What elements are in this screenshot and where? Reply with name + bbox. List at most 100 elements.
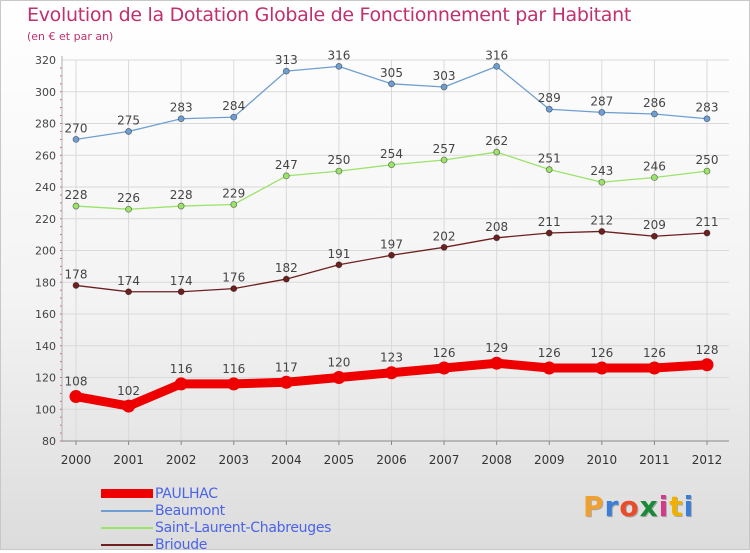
- data-point-brioude: [545, 229, 553, 237]
- y-tick-label: 280: [35, 118, 56, 131]
- data-point-beaumont: [230, 113, 238, 121]
- data-point-paulhac: [279, 375, 293, 389]
- data-label-beaumont: 289: [538, 91, 561, 105]
- data-label-paulhac: 126: [538, 346, 561, 360]
- y-tick-label: 240: [35, 181, 56, 194]
- data-label-beaumont: 284: [222, 99, 245, 113]
- x-tick-label: 2002: [166, 453, 197, 467]
- axes: [60, 56, 729, 445]
- logo-letter: i: [683, 490, 695, 523]
- data-label-brioude: 176: [222, 271, 245, 285]
- data-label-paulhac: 126: [590, 346, 613, 360]
- data-point-brioude: [598, 228, 606, 235]
- logo-letter: t: [669, 490, 684, 523]
- data-label-beaumont: 275: [117, 113, 140, 127]
- proxiti-logo: Proxiti: [583, 490, 694, 523]
- data-label-beaumont: 283: [696, 101, 719, 115]
- data-label-saint-laurent-chabreuges: 228: [170, 188, 193, 202]
- data-point-saint-laurent-chabreuges: [125, 205, 132, 213]
- data-label-paulhac: 126: [643, 346, 666, 360]
- data-label-brioude: 182: [275, 261, 298, 275]
- data-point-brioude: [335, 261, 343, 269]
- data-point-saint-laurent-chabreuges: [493, 148, 501, 156]
- data-point-brioude: [651, 232, 658, 240]
- x-tick-label: 2011: [639, 453, 670, 467]
- data-label-brioude: 211: [696, 215, 719, 229]
- data-point-paulhac: [647, 361, 661, 375]
- x-tick-label: 2001: [113, 453, 144, 467]
- data-label-brioude: 211: [538, 215, 561, 229]
- legend-label-brioude: Brioude: [155, 536, 208, 553]
- data-point-beaumont: [72, 135, 80, 143]
- data-label-paulhac: 108: [65, 375, 88, 389]
- data-point-saint-laurent-chabreuges: [230, 201, 238, 208]
- data-label-paulhac: 116: [170, 362, 193, 376]
- data-label-paulhac: 126: [433, 346, 456, 360]
- data-point-beaumont: [440, 83, 448, 91]
- legend-label-beaumont: Beaumont: [155, 502, 225, 519]
- data-label-brioude: 191: [327, 247, 350, 261]
- data-point-saint-laurent-chabreuges: [703, 167, 711, 175]
- data-label-beaumont: 316: [327, 48, 350, 62]
- data-point-paulhac: [490, 356, 504, 370]
- y-tick-label: 120: [35, 372, 56, 385]
- data-point-beaumont: [335, 62, 343, 70]
- legend-item-paulhac: PAULHAC: [101, 485, 331, 502]
- data-label-brioude: 212: [590, 213, 613, 227]
- data-label-brioude: 209: [643, 218, 666, 232]
- data-label-paulhac: 116: [222, 362, 245, 376]
- data-label-paulhac: 117: [275, 360, 298, 374]
- legend-label-saint-laurent-chabreuges: Saint-Laurent-Chabreuges: [155, 519, 332, 536]
- grid-lines: [62, 59, 729, 442]
- data-label-beaumont: 287: [590, 94, 613, 108]
- y-tick-label: 160: [35, 308, 56, 321]
- data-label-saint-laurent-chabreuges: 250: [327, 153, 350, 167]
- data-label-saint-laurent-chabreuges: 254: [380, 147, 403, 161]
- data-label-beaumont: 303: [433, 69, 456, 83]
- legend-swatch-beaumont: [101, 509, 153, 512]
- data-point-saint-laurent-chabreuges: [440, 156, 448, 164]
- data-point-saint-laurent-chabreuges: [335, 167, 343, 175]
- y-tick-label: 260: [35, 149, 56, 162]
- logo-letter: P: [583, 490, 605, 523]
- series-lines: [69, 62, 714, 413]
- data-label-brioude: 197: [380, 237, 403, 251]
- data-point-beaumont: [282, 67, 290, 75]
- data-point-beaumont: [703, 115, 711, 123]
- legend-item-beaumont: Beaumont: [101, 502, 331, 519]
- data-label-saint-laurent-chabreuges: 250: [696, 153, 719, 167]
- data-label-saint-laurent-chabreuges: 226: [117, 191, 140, 205]
- data-point-saint-laurent-chabreuges: [282, 172, 290, 180]
- data-point-brioude: [230, 285, 238, 293]
- data-point-paulhac: [122, 399, 136, 413]
- data-label-saint-laurent-chabreuges: 247: [275, 158, 298, 172]
- data-point-saint-laurent-chabreuges: [598, 178, 606, 186]
- data-label-brioude: 174: [170, 274, 193, 288]
- data-point-paulhac: [69, 390, 83, 404]
- y-tick-label: 140: [35, 340, 56, 353]
- x-tick-label: 2006: [376, 453, 407, 467]
- data-label-saint-laurent-chabreuges: 229: [222, 186, 245, 200]
- data-point-saint-laurent-chabreuges: [651, 174, 658, 181]
- legend-item-saint-laurent-chabreuges: Saint-Laurent-Chabreuges: [101, 519, 331, 536]
- legend: PAULHAC Beaumont Saint-Laurent-Chabreuge…: [101, 485, 331, 553]
- data-point-brioude: [493, 234, 501, 242]
- data-label-beaumont: 313: [275, 53, 298, 67]
- chart-subtitle: (en € et par an): [27, 30, 114, 43]
- x-tick-label: 2009: [534, 453, 565, 467]
- y-tick-label: 180: [35, 276, 56, 289]
- data-point-paulhac: [542, 361, 556, 375]
- y-tick-label: 220: [35, 213, 56, 226]
- data-label-beaumont: 283: [170, 101, 193, 115]
- data-label-paulhac: 120: [327, 356, 350, 370]
- x-tick-label: 2008: [481, 453, 512, 467]
- data-point-brioude: [72, 282, 80, 289]
- legend-swatch-brioude: [101, 543, 153, 546]
- data-label-beaumont: 316: [485, 48, 508, 62]
- data-point-paulhac: [227, 377, 241, 391]
- x-tick-label: 2005: [324, 453, 355, 467]
- data-label-paulhac: 123: [380, 351, 403, 365]
- data-label-beaumont: 305: [380, 66, 403, 80]
